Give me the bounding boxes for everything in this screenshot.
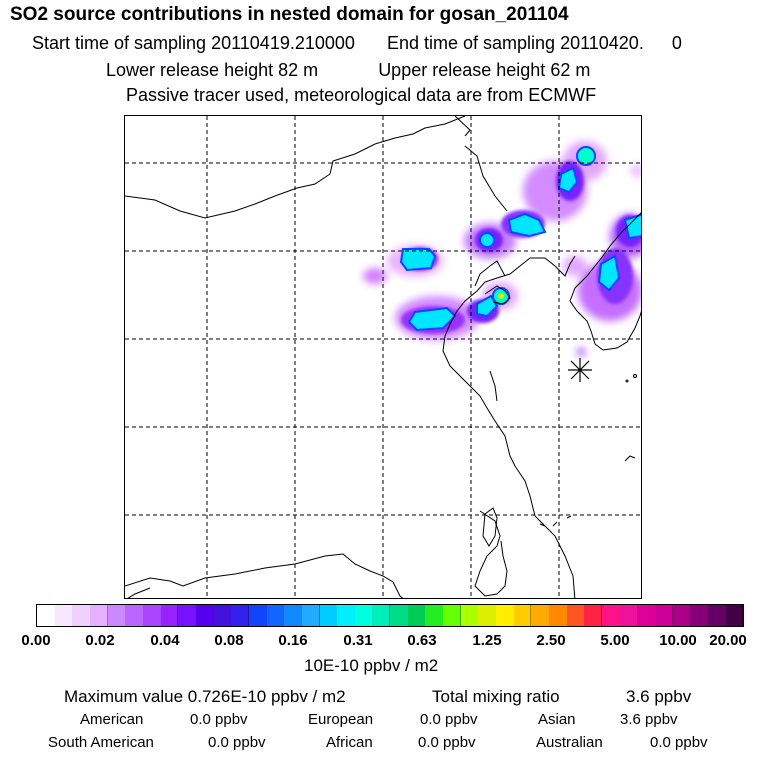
colorbar-swatch <box>654 605 673 626</box>
african-value: 0.0 ppbv <box>418 734 476 751</box>
colorbar-swatch <box>195 605 214 626</box>
tick-6: 0.63 <box>407 632 437 649</box>
colorbar-swatch <box>619 605 638 626</box>
colorbar-swatch <box>337 605 355 626</box>
colorbar-swatch <box>354 605 373 626</box>
colorbar-swatch <box>549 605 567 626</box>
colorbar-swatch <box>178 605 196 626</box>
tick-10: 10.00 <box>659 632 697 649</box>
colorbar-swatch <box>460 605 479 626</box>
colorbar-swatch <box>125 605 143 626</box>
colorbar <box>36 604 744 627</box>
asian-label: Asian <box>538 711 576 728</box>
plot-title: SO2 source contributions in nested domai… <box>10 4 569 25</box>
colorbar-swatch <box>496 605 514 626</box>
colorbar-swatch <box>213 605 232 626</box>
total-label: Total mixing ratio <box>432 687 560 706</box>
start-value: 20110419.210000 <box>211 33 355 53</box>
australian-value: 0.0 ppbv <box>650 734 708 751</box>
tick-8: 2.50 <box>536 632 566 649</box>
south-american-label: South American <box>48 734 154 751</box>
lower-label: Lower release height <box>106 60 274 80</box>
european-value: 0.0 ppbv <box>420 711 478 728</box>
colorbar-swatch <box>319 605 338 626</box>
max-label: Maximum value <box>64 687 184 706</box>
colorbar-swatch <box>672 605 691 626</box>
receptor-star-icon <box>568 358 592 382</box>
colorbar-swatch <box>602 605 620 626</box>
colorbar-swatch <box>531 605 550 626</box>
release-heights: Lower release height 82 m Upper release … <box>106 60 590 81</box>
tick-9: 5.00 <box>600 632 630 649</box>
colorbar-swatch <box>407 605 426 626</box>
colorbar-swatch <box>89 605 108 626</box>
american-label: American <box>80 711 144 728</box>
colorbar-swatch <box>37 605 55 626</box>
colorbar-swatch <box>248 605 267 626</box>
colorbar-swatch <box>284 605 302 626</box>
colorbar-swatch <box>390 605 408 626</box>
gridlines <box>125 116 641 598</box>
lower-value: 82 m <box>278 60 319 80</box>
map-panel <box>124 115 642 599</box>
upper-value: 62 m <box>550 60 591 80</box>
colorbar-swatch <box>584 605 602 626</box>
colorbar-swatch <box>142 605 161 626</box>
coastlines <box>125 116 641 598</box>
colorbar-swatch <box>160 605 179 626</box>
south-american-value: 0.0 ppbv <box>208 734 266 751</box>
colorbar-swatch <box>301 605 320 626</box>
end-value: 20110420. <box>560 33 644 53</box>
colorbar-swatch <box>266 605 285 626</box>
colorbar-swatch <box>725 605 744 626</box>
taiwan-island <box>482 507 498 547</box>
colorbar-swatch <box>425 605 444 626</box>
colorbar-swatch <box>513 605 532 626</box>
end-label: End time of sampling <box>386 33 556 53</box>
tracer-note: Passive tracer used, meteorological data… <box>126 85 597 105</box>
asian-value: 3.6 ppbv <box>620 711 678 728</box>
colorbar-swatch <box>707 605 726 626</box>
upper-label: Upper release height <box>378 60 546 80</box>
end-value-2: 0 <box>671 33 682 53</box>
sampling-times: Start time of sampling 20110419.210000 E… <box>32 33 682 54</box>
tick-5: 0.31 <box>343 632 373 649</box>
map-svg <box>125 116 641 598</box>
colorbar-swatch <box>54 605 73 626</box>
colorbar-swatch <box>443 605 461 626</box>
tick-4: 0.16 <box>278 632 308 649</box>
colorbar-swatch <box>231 605 249 626</box>
australian-label: Australian <box>536 734 603 751</box>
total-value: 3.6 ppbv <box>626 687 692 706</box>
colorbar-swatch <box>478 605 497 626</box>
american-value: 0.0 ppbv <box>190 711 248 728</box>
colorbar-swatch <box>107 605 126 626</box>
colorbar-swatch <box>566 605 585 626</box>
tick-0: 0.00 <box>21 632 51 649</box>
tick-1: 0.02 <box>85 632 115 649</box>
tick-3: 0.08 <box>214 632 244 649</box>
max-value: 0.726E-10 ppbv / m2 <box>187 687 346 706</box>
european-label: European <box>308 711 374 728</box>
start-label: Start time of sampling <box>32 33 207 53</box>
tick-2: 0.04 <box>150 632 180 649</box>
colorbar-swatch <box>690 605 708 626</box>
max-row: Maximum value 0.726E-10 ppbv / m2 <box>64 687 346 707</box>
tick-11: 20.00 <box>709 632 747 649</box>
tick-7: 1.25 <box>472 632 502 649</box>
colorbar-swatch <box>372 605 391 626</box>
colorbar-swatch <box>637 605 655 626</box>
african-label: African <box>326 734 373 751</box>
plume-core <box>399 146 641 332</box>
colorbar-swatch <box>72 605 90 626</box>
colorbar-units: 10E-10 ppbv / m2 <box>304 656 439 675</box>
